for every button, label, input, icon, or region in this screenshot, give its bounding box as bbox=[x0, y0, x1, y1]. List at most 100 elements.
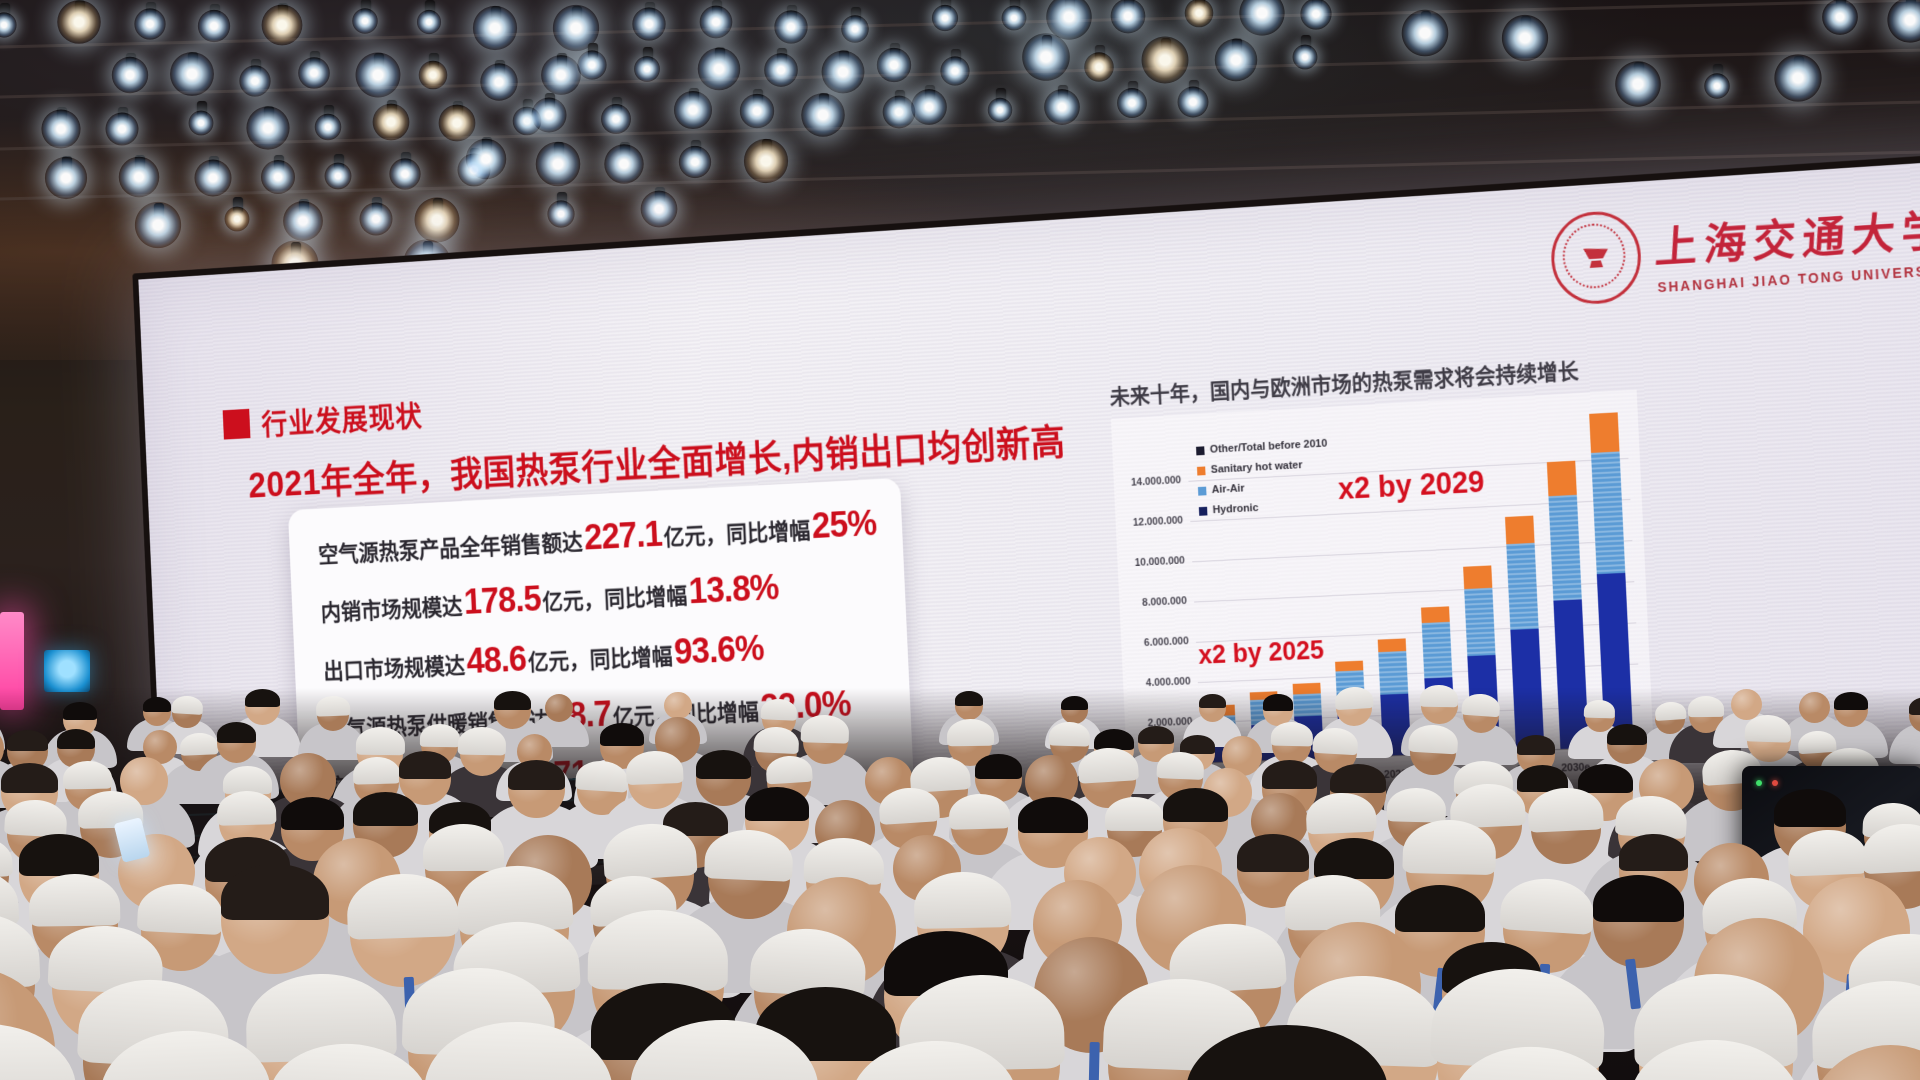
stage-light bbox=[414, 197, 460, 243]
stage-light bbox=[1215, 39, 1258, 82]
stat-text: 13.8% bbox=[687, 568, 780, 612]
stage-light bbox=[1044, 89, 1080, 125]
legend-label: Other/Total before 2010 bbox=[1209, 437, 1328, 456]
section-header: 行业发展现状 bbox=[222, 392, 423, 445]
stage-light bbox=[480, 62, 518, 101]
white-cap bbox=[422, 824, 504, 872]
light-fixture bbox=[643, 46, 654, 63]
head bbox=[1731, 689, 1763, 721]
legend-item: Other/Total before 2010 bbox=[1195, 437, 1328, 457]
stage-light bbox=[417, 9, 442, 35]
stage-light bbox=[821, 50, 865, 94]
head bbox=[1909, 697, 1920, 733]
dark-hair bbox=[143, 697, 172, 712]
legend-item: Air-Air bbox=[1197, 478, 1330, 496]
y-axis-tick-label: 14.000.000 bbox=[1130, 474, 1182, 489]
stat-text: 亿元，同比增幅 bbox=[541, 583, 688, 617]
stat-text: 25% bbox=[810, 503, 878, 547]
bar-segment-sanitary-hot-water bbox=[1589, 412, 1620, 454]
stage-light bbox=[372, 103, 409, 141]
bar-segment-sanitary-hot-water bbox=[1462, 565, 1493, 589]
stage-light bbox=[1141, 36, 1188, 84]
bar-segment-sanitary-hot-water bbox=[1420, 605, 1450, 624]
stat-bullet-line: 内销市场规模达 178.5 亿元，同比增幅 13.8% bbox=[320, 563, 897, 630]
legend-label: Air-Air bbox=[1211, 482, 1245, 496]
dark-hair bbox=[398, 751, 452, 779]
stage-light bbox=[987, 97, 1012, 123]
stage-light bbox=[224, 206, 250, 232]
legend-swatch-icon bbox=[1197, 486, 1207, 496]
stat-text: 178.5 bbox=[463, 579, 542, 623]
legend-label: Sanitary hot water bbox=[1210, 459, 1303, 476]
stage-light bbox=[314, 114, 341, 141]
stage-light bbox=[801, 93, 845, 137]
dark-hair bbox=[1, 762, 58, 793]
stat-text: 空气源热泵产品全年销售额达 bbox=[317, 530, 584, 569]
dark-hair bbox=[62, 701, 98, 720]
dark-hair bbox=[1018, 796, 1088, 834]
section-label: 行业发展现状 bbox=[260, 399, 424, 442]
dark-hair bbox=[1180, 735, 1216, 754]
stage-light bbox=[324, 162, 352, 190]
blue-lanyard bbox=[1088, 1041, 1100, 1080]
dark-hair bbox=[1607, 724, 1647, 745]
dark-hair bbox=[353, 791, 418, 826]
legend-swatch-icon bbox=[1198, 506, 1208, 516]
light-fixture bbox=[196, 101, 207, 118]
stage-light bbox=[188, 110, 214, 136]
bar-segment-sanitary-hot-water bbox=[1546, 460, 1578, 497]
stage-light bbox=[105, 112, 139, 146]
legend-swatch-icon bbox=[1196, 465, 1206, 476]
light-fixture bbox=[425, 0, 436, 16]
dark-hair bbox=[1593, 874, 1684, 923]
red-square-bullet-icon bbox=[222, 408, 251, 440]
dark-hair bbox=[1093, 728, 1134, 750]
dark-hair bbox=[1163, 788, 1229, 823]
stage-light bbox=[169, 51, 214, 96]
stage-light bbox=[1614, 61, 1661, 108]
head bbox=[1222, 736, 1262, 776]
stage-light bbox=[910, 89, 947, 126]
dark-hair bbox=[599, 722, 645, 747]
dark-hair bbox=[57, 728, 96, 749]
stage-light bbox=[298, 57, 330, 90]
head bbox=[143, 730, 178, 765]
light-fixture bbox=[323, 105, 334, 122]
stage-light bbox=[697, 48, 740, 91]
y-axis-tick-label: 6.000.000 bbox=[1143, 635, 1189, 649]
bar-segment-air-air bbox=[1548, 495, 1582, 601]
legend-swatch-icon bbox=[1195, 445, 1205, 455]
stage-light bbox=[351, 7, 378, 34]
stage-light bbox=[1117, 87, 1147, 118]
bar-segment-sanitary-hot-water bbox=[1378, 638, 1407, 652]
stage-light bbox=[940, 55, 970, 86]
stat-text: 亿元，同比增幅 bbox=[663, 518, 811, 552]
legend-label: Hydronic bbox=[1212, 502, 1259, 517]
stage-light bbox=[1239, 0, 1285, 36]
stage-light bbox=[541, 55, 582, 96]
dark-hair bbox=[1060, 696, 1088, 711]
stage-light bbox=[389, 158, 421, 190]
stage-light bbox=[1177, 86, 1209, 118]
light-fixture bbox=[334, 154, 345, 171]
stat-text: 出口市场规模达 bbox=[322, 653, 466, 685]
dark-hair bbox=[1236, 833, 1310, 872]
dark-hair bbox=[216, 721, 257, 743]
dark-hair bbox=[19, 834, 100, 877]
light-fixture bbox=[360, 0, 371, 15]
bar-segment-air-air bbox=[1421, 622, 1452, 679]
dark-hair bbox=[1618, 834, 1689, 871]
stage-light bbox=[1083, 52, 1114, 82]
head bbox=[1798, 692, 1830, 724]
stage-light bbox=[640, 190, 677, 228]
stage-light bbox=[194, 159, 232, 197]
dark-hair bbox=[1138, 725, 1174, 745]
head bbox=[544, 693, 573, 722]
dark-hair bbox=[494, 690, 532, 711]
stat-text: 内销市场规模达 bbox=[320, 594, 463, 627]
white-cap bbox=[946, 718, 994, 746]
stage-light bbox=[418, 61, 447, 90]
dark-hair bbox=[1578, 764, 1634, 794]
stage-light bbox=[111, 57, 148, 94]
